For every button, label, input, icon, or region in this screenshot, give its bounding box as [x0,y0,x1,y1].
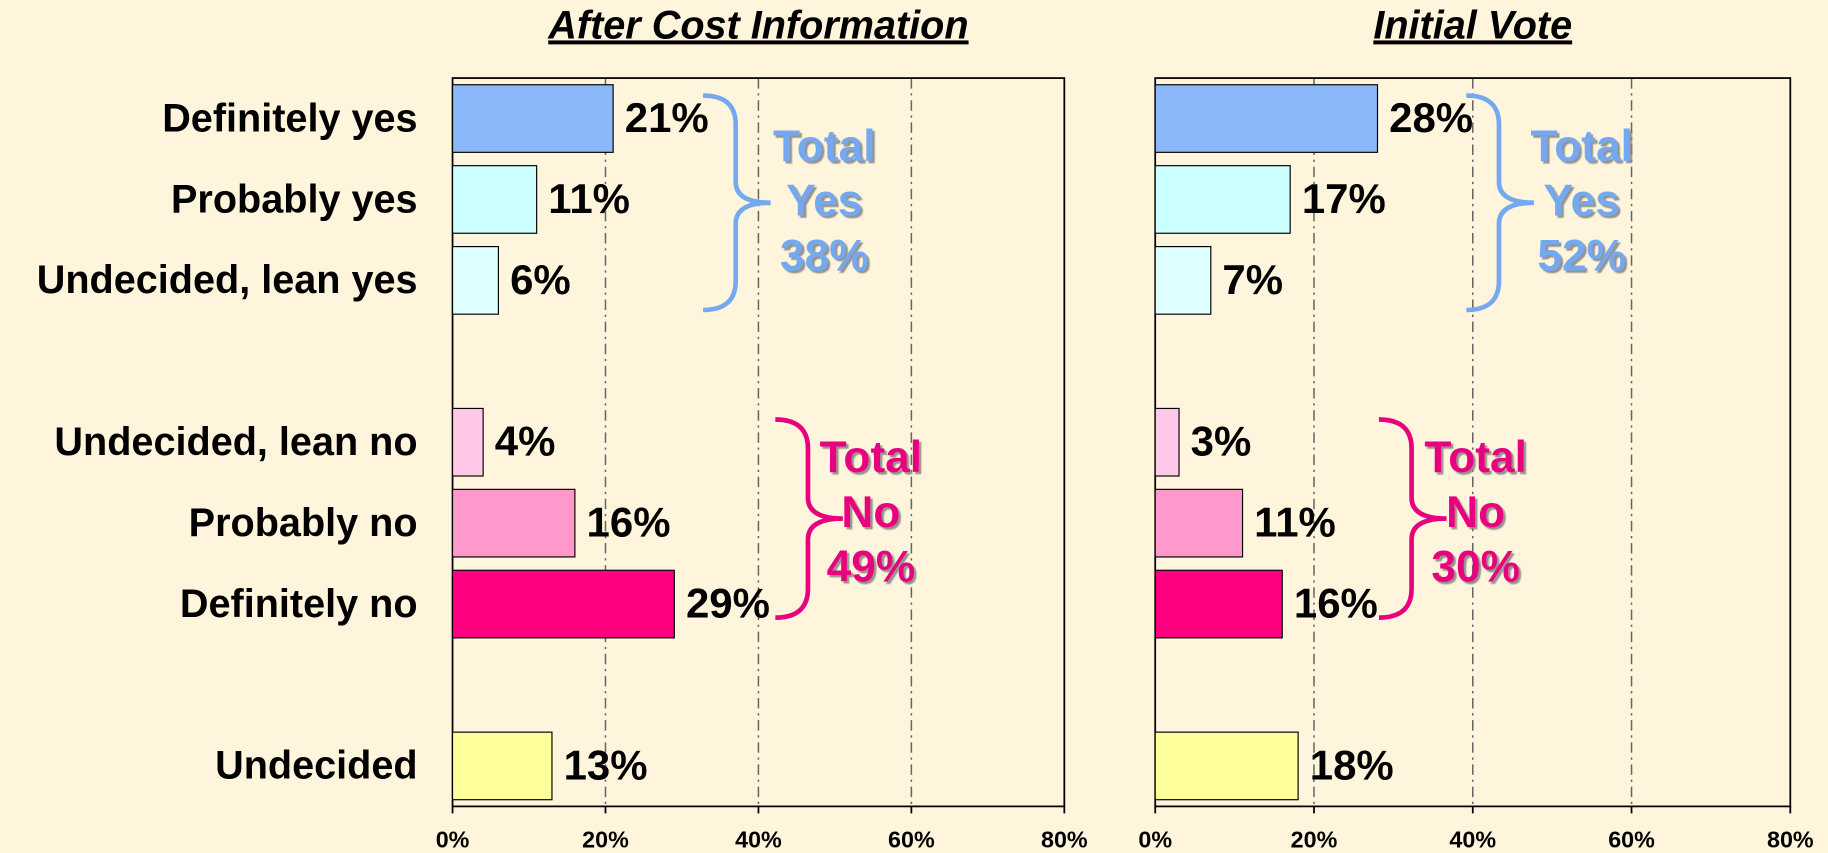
annotation: Total [1530,122,1632,171]
brace [775,417,843,620]
x-tick-label: 80% [1767,827,1814,853]
y-tick-label: Undecided, lean yes [37,258,418,302]
x-tick-label: 80% [1041,827,1088,853]
x-tick-label: 20% [582,827,629,853]
data-label: 7% [1222,256,1283,303]
y-tick-label: Probably no [189,501,418,545]
y-tick-label: Probably yes [171,177,418,221]
data-label: 21% [625,94,709,141]
bar [451,246,500,315]
brace [703,93,771,313]
bar [451,165,538,234]
x-tick-label: 60% [1608,827,1655,853]
data-label: 6% [510,256,571,303]
annotation: Total [820,433,922,482]
data-label: 16% [587,499,671,546]
annotation: 38% [780,231,869,280]
annotation: 30% [1431,543,1520,592]
data-label: 11% [1254,499,1336,546]
annotation: Yes [1544,177,1620,226]
x-tick-label: 40% [1449,827,1496,853]
annotation: 52% [1537,231,1626,280]
bar [1154,246,1212,315]
bar [1154,569,1283,639]
bar [1154,407,1180,477]
y-tick-label: Definitely no [180,582,418,626]
bar [451,407,484,477]
data-label: 11% [548,175,630,222]
x-tick-label: 40% [735,827,782,853]
bar [1154,165,1291,234]
bar [1154,84,1379,153]
y-tick-label: Undecided, lean no [54,420,417,464]
data-label: 3% [1191,418,1252,465]
annotation: Total [773,122,875,171]
bar [451,731,553,801]
brace [1378,417,1447,620]
data-label: 4% [495,418,556,465]
annotation: 49% [827,543,916,592]
bar [451,569,675,639]
y-tick-label: Definitely yes [162,96,417,140]
x-tick-label: 20% [1291,827,1338,853]
y-tick-label: Undecided [215,744,417,788]
data-label: 17% [1302,175,1386,222]
data-label: 16% [1294,579,1378,626]
annotation: Yes [786,177,862,226]
bar [451,84,614,153]
annotation: No [841,488,900,537]
data-label: 18% [1310,741,1394,788]
bar [451,488,576,558]
chart-title: Initial Vote [1373,3,1572,47]
x-tick-label: 0% [1138,827,1172,853]
x-tick-label: 60% [888,827,935,853]
data-label: 29% [686,579,770,626]
bar [1154,488,1244,558]
annotation: Total [1424,433,1526,482]
x-tick-label: 0% [436,827,470,853]
chart-title: After Cost Information [547,3,968,47]
data-label: 13% [564,741,648,788]
data-label: 28% [1389,94,1473,141]
bar [1154,731,1299,801]
brace [1466,93,1534,313]
annotation: No [1446,488,1505,537]
